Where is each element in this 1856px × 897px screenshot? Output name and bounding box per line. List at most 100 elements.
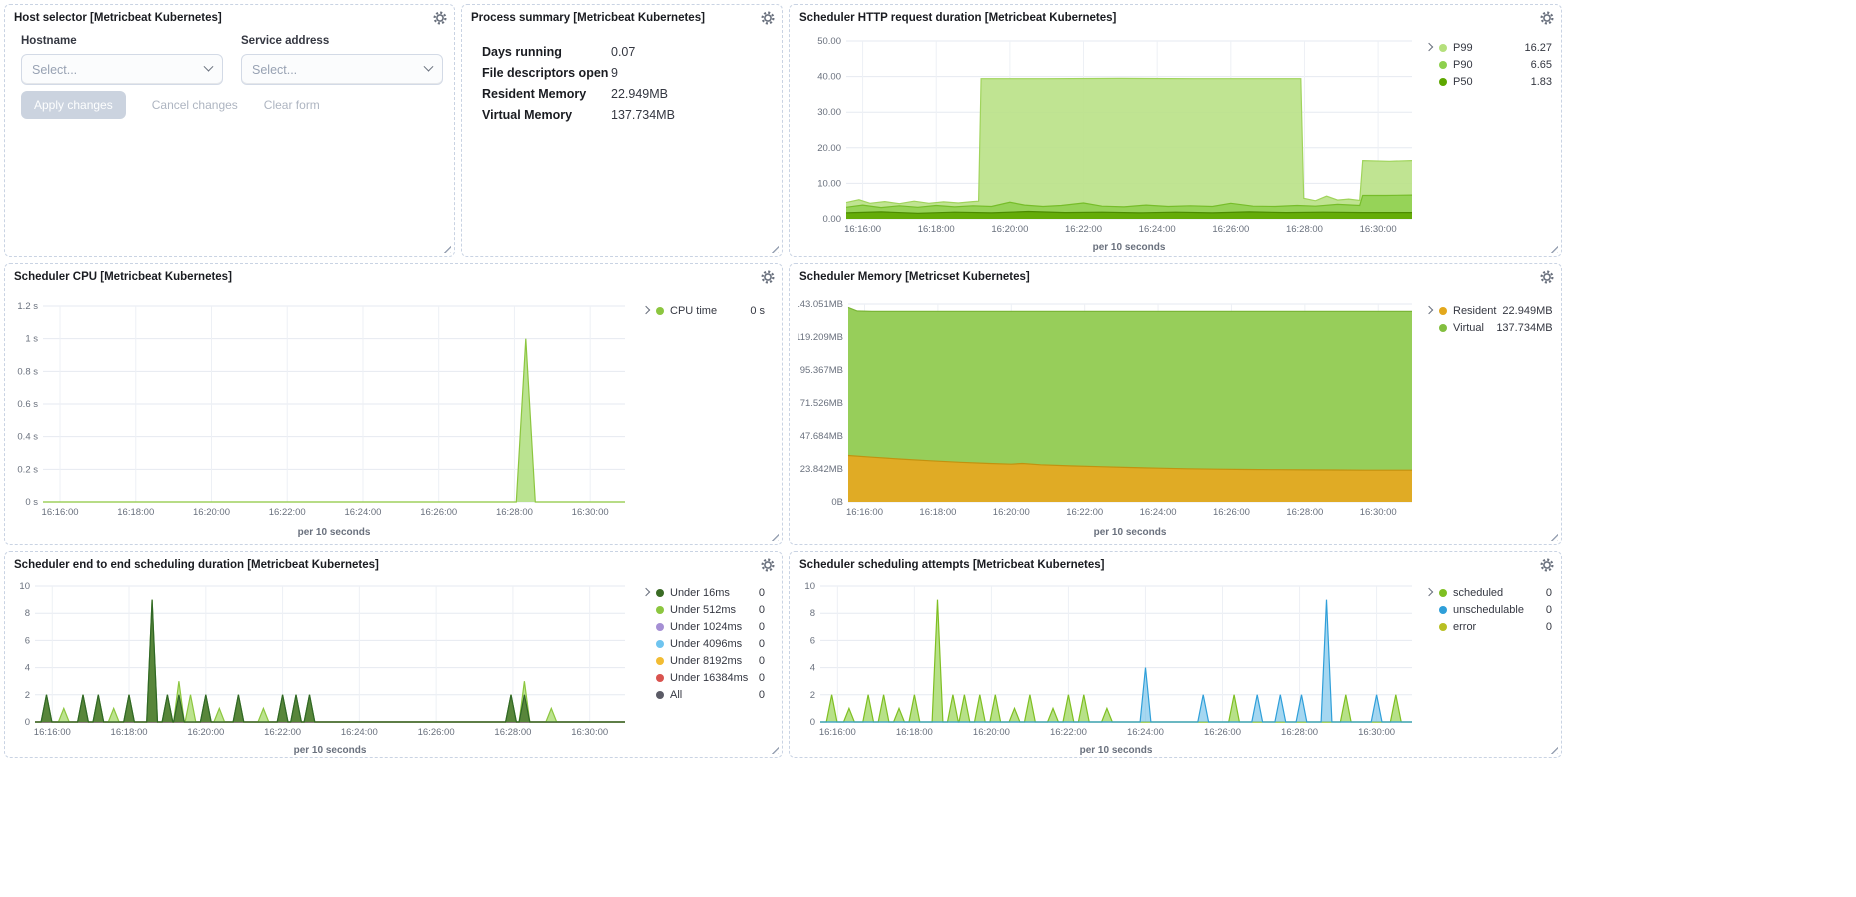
- legend-item[interactable]: P90 6.65: [1439, 56, 1552, 73]
- svg-text:16:24:00: 16:24:00: [1140, 507, 1177, 518]
- svg-text:6: 6: [810, 635, 815, 646]
- legend-value: 16.27: [1524, 41, 1552, 54]
- panel-title: Host selector [Metricbeat Kubernetes]: [14, 12, 222, 24]
- series-color-dot: [656, 306, 664, 315]
- svg-text:16:24:00: 16:24:00: [1127, 727, 1164, 738]
- panel-options-gear-icon[interactable]: [1539, 269, 1555, 285]
- panel-resize-handle[interactable]: [441, 243, 451, 253]
- panel-header[interactable]: Scheduler Memory [Metricset Kubernetes]: [790, 264, 1561, 286]
- legend-item[interactable]: Under 4096ms 0: [656, 635, 765, 652]
- metric-row: File descriptors open 9: [482, 62, 770, 83]
- legend-item[interactable]: Under 8192ms 0: [656, 652, 765, 669]
- panel-resize-handle[interactable]: [769, 243, 779, 253]
- panel-options-gear-icon[interactable]: [760, 10, 776, 26]
- legend-item[interactable]: Under 16ms 0: [656, 584, 765, 601]
- panel-resize-handle[interactable]: [1548, 243, 1558, 253]
- legend-label: P50: [1453, 75, 1473, 88]
- series-color-dot: [656, 605, 664, 614]
- legend-value: 0 s: [750, 304, 765, 317]
- panel-options-gear-icon[interactable]: [760, 557, 776, 573]
- hostname-select-placeholder: Select...: [32, 62, 78, 77]
- svg-text:16:16:00: 16:16:00: [42, 507, 79, 518]
- series-color-dot: [1439, 77, 1447, 86]
- legend-item[interactable]: Under 16384ms 0: [656, 669, 765, 686]
- legend-item[interactable]: Resident 22.949MB: [1439, 302, 1553, 319]
- metric-value: 0.07: [611, 44, 636, 59]
- panel-options-gear-icon[interactable]: [432, 10, 448, 26]
- panel-options-gear-icon[interactable]: [760, 269, 776, 285]
- apply-changes-button[interactable]: Apply changes: [21, 91, 126, 119]
- legend-item[interactable]: scheduled 0: [1439, 584, 1552, 601]
- legend-collapse-icon[interactable]: [641, 305, 651, 315]
- legend-item[interactable]: error 0: [1439, 618, 1552, 635]
- chevron-down-icon: [423, 61, 434, 72]
- panel-options-gear-icon[interactable]: [1539, 557, 1555, 573]
- svg-text:0.8 s: 0.8 s: [17, 366, 38, 377]
- svg-text:16:26:00: 16:26:00: [1213, 507, 1250, 518]
- legend-value: 0: [1545, 620, 1552, 633]
- chart-scheduler-cpu[interactable]: 0 s 0.2 s 0.4 s 0.6 s 0.8 s 1 s 1.2 s 16:16:00 1…: [13, 290, 631, 538]
- clear-form-button[interactable]: Clear form: [263, 98, 320, 112]
- chart-scheduling-attempts[interactable]: 0 2 4 6 8 10 16:16:00 16:18:00 16:20:00 16:22:00 1…: [798, 578, 1418, 756]
- svg-text:16:30:00: 16:30:00: [1358, 727, 1395, 738]
- chart-e2e-scheduling-duration[interactable]: 0 2 4 6 8 10 16:16:00 16:18:00 16:20:00 16:22:00 1…: [13, 578, 631, 756]
- svg-text:10: 10: [804, 581, 815, 592]
- legend: P99 16.27 P90 6.65 P50 1.83: [1439, 39, 1552, 90]
- panel-header[interactable]: Process summary [Metricbeat Kubernetes]: [462, 5, 782, 27]
- legend-collapse-icon[interactable]: [1424, 305, 1434, 315]
- service-address-label: Service address: [241, 35, 330, 47]
- cancel-changes-button[interactable]: Cancel changes: [151, 98, 238, 112]
- svg-text:20.00: 20.00: [817, 143, 841, 154]
- legend-value: 0: [758, 603, 765, 616]
- legend-item[interactable]: Virtual 137.734MB: [1439, 319, 1553, 336]
- svg-text:0 s: 0 s: [25, 497, 38, 508]
- legend-item[interactable]: P50 1.83: [1439, 73, 1552, 90]
- legend-collapse-icon[interactable]: [1424, 587, 1434, 597]
- legend-item[interactable]: P99 16.27: [1439, 39, 1552, 56]
- svg-text:1 s: 1 s: [25, 334, 38, 345]
- chart-http-request-duration[interactable]: 0.00 10.00 20.00 30.00 40.00 50.00 16:16:00 16:…: [798, 31, 1418, 253]
- chart-scheduler-memory[interactable]: 0B 23.842MB 47.684MB 71.526MB 95.367MB 119.20…: [794, 290, 1418, 538]
- legend-item[interactable]: Under 512ms 0: [656, 601, 765, 618]
- hostname-select[interactable]: Select...: [21, 54, 223, 85]
- svg-text:16:18:00: 16:18:00: [919, 507, 956, 518]
- panel-header[interactable]: Scheduler HTTP request duration [Metricb…: [790, 5, 1561, 27]
- panel-header[interactable]: Scheduler scheduling attempts [Metricbea…: [790, 552, 1561, 574]
- svg-text:16:20:00: 16:20:00: [187, 727, 224, 738]
- svg-text:16:24:00: 16:24:00: [1139, 224, 1176, 235]
- panel-header[interactable]: Scheduler CPU [Metricbeat Kubernetes]: [5, 264, 782, 286]
- service-address-select-placeholder: Select...: [252, 62, 298, 77]
- legend-label: CPU time: [670, 304, 718, 317]
- legend-value: 0: [758, 671, 765, 684]
- legend-item[interactable]: All 0: [656, 686, 765, 703]
- legend-item[interactable]: Under 1024ms 0: [656, 618, 765, 635]
- series-color-dot: [656, 639, 664, 648]
- svg-text:95.367MB: 95.367MB: [800, 365, 843, 376]
- svg-text:16:22:00: 16:22:00: [264, 727, 301, 738]
- metric-row: Resident Memory 22.949MB: [482, 83, 770, 104]
- panel-header[interactable]: Scheduler end to end scheduling duration…: [5, 552, 782, 574]
- service-address-select[interactable]: Select...: [241, 54, 443, 85]
- panel-resize-handle[interactable]: [769, 531, 779, 541]
- series-color-dot: [1439, 605, 1447, 614]
- panel-resize-handle[interactable]: [1548, 744, 1558, 754]
- panel-options-gear-icon[interactable]: [1539, 10, 1555, 26]
- svg-text:16:22:00: 16:22:00: [269, 507, 306, 518]
- panel-process-summary: Process summary [Metricbeat Kubernetes] …: [461, 4, 783, 257]
- series-color-dot: [1439, 43, 1447, 52]
- legend-item[interactable]: CPU time 0 s: [656, 302, 765, 319]
- panel-header[interactable]: Host selector [Metricbeat Kubernetes]: [5, 5, 454, 27]
- svg-text:per 10 seconds: per 10 seconds: [1094, 527, 1167, 538]
- legend-item[interactable]: unschedulable 0: [1439, 601, 1552, 618]
- legend-collapse-icon[interactable]: [1424, 42, 1434, 52]
- svg-text:0.00: 0.00: [823, 214, 842, 225]
- series-color-dot: [656, 656, 664, 665]
- legend-collapse-icon[interactable]: [641, 587, 651, 597]
- legend-label: scheduled: [1453, 586, 1504, 599]
- svg-text:16:16:00: 16:16:00: [844, 224, 881, 235]
- svg-text:16:16:00: 16:16:00: [819, 727, 856, 738]
- svg-text:16:28:00: 16:28:00: [1281, 727, 1318, 738]
- panel-resize-handle[interactable]: [1548, 531, 1558, 541]
- panel-resize-handle[interactable]: [769, 744, 779, 754]
